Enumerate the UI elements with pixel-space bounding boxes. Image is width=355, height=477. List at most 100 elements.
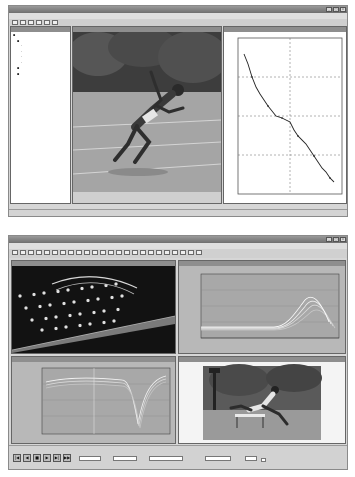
tree-item[interactable]: · bbox=[13, 61, 68, 67]
file-icon: · bbox=[21, 55, 23, 59]
toolbar-icon[interactable] bbox=[68, 250, 74, 255]
marker-dot bbox=[24, 306, 28, 310]
status-bar bbox=[9, 209, 347, 216]
marker-dot bbox=[66, 288, 70, 292]
toolbar-icon[interactable] bbox=[116, 250, 122, 255]
first-frame-button[interactable]: |◀ bbox=[13, 454, 21, 462]
marker-dot bbox=[42, 291, 46, 295]
marker-dot bbox=[48, 303, 52, 307]
close-icon[interactable]: × bbox=[340, 7, 346, 12]
speed-field[interactable] bbox=[149, 456, 183, 461]
marker-dot bbox=[104, 283, 108, 288]
hurdler-video-panel bbox=[178, 356, 346, 444]
marker-dot bbox=[120, 294, 124, 298]
folder-icon: ▪ bbox=[17, 66, 20, 70]
marker-dot bbox=[64, 325, 68, 329]
marker-dot bbox=[18, 294, 22, 298]
skeleton-3d-panel bbox=[11, 260, 176, 354]
minimize-icon[interactable]: _ bbox=[326, 237, 332, 242]
toolbar-icon[interactable] bbox=[156, 250, 162, 255]
range-field[interactable] bbox=[205, 456, 231, 461]
toolbar-icon[interactable] bbox=[172, 250, 178, 255]
tree-item[interactable]: · bbox=[13, 50, 68, 56]
toolbar-icon[interactable] bbox=[28, 20, 34, 25]
marker-dot bbox=[54, 326, 58, 331]
toolbar-icon[interactable] bbox=[196, 250, 202, 255]
tree-item[interactable]: ▪ bbox=[13, 72, 68, 78]
toolbar-icon[interactable] bbox=[132, 250, 138, 255]
toolbar-icon[interactable] bbox=[100, 250, 106, 255]
toolbar-icon[interactable] bbox=[76, 250, 82, 255]
toolbar-icon[interactable] bbox=[92, 250, 98, 255]
toolbar-icon[interactable] bbox=[20, 20, 26, 25]
marker-dot bbox=[112, 319, 116, 323]
toolbar-icon[interactable] bbox=[44, 20, 50, 25]
window-controls: _ □ × bbox=[326, 237, 346, 242]
project-tree: ▪ ▪ · · · · ▪ ▪ bbox=[11, 32, 70, 78]
toolbar-icon[interactable] bbox=[12, 20, 18, 25]
menu-bar bbox=[9, 13, 347, 19]
panel-title bbox=[11, 27, 70, 32]
stop-button[interactable]: ■ bbox=[33, 454, 41, 462]
skeleton-3d-view[interactable] bbox=[12, 266, 175, 353]
frame-field[interactable] bbox=[79, 456, 101, 461]
toolbar-icon[interactable] bbox=[36, 250, 42, 255]
kinematics-graph-bottom-panel bbox=[11, 356, 176, 444]
marker-dot bbox=[56, 289, 60, 294]
maximize-icon[interactable]: □ bbox=[333, 7, 339, 12]
marker-dot bbox=[86, 298, 90, 303]
marker-dot bbox=[38, 304, 42, 309]
toolbar-icon[interactable] bbox=[60, 250, 66, 255]
folder-icon: ▪ bbox=[17, 71, 20, 76]
toolbar-icon[interactable] bbox=[180, 250, 186, 255]
folder-icon: ▪ bbox=[17, 38, 20, 43]
marker-dot bbox=[62, 301, 66, 306]
play-button[interactable]: ▶ bbox=[43, 454, 51, 462]
loop-checkbox[interactable] bbox=[261, 458, 266, 462]
toolbar-icon[interactable] bbox=[124, 250, 130, 255]
step-forward-button[interactable]: ▶| bbox=[53, 454, 61, 462]
minimize-icon[interactable]: _ bbox=[326, 7, 332, 12]
toolbar-icon[interactable] bbox=[44, 250, 50, 255]
speed-graph[interactable] bbox=[224, 32, 346, 202]
marker-dot bbox=[114, 282, 118, 286]
kinematics-graph-top-panel bbox=[178, 260, 346, 354]
maximize-icon[interactable]: □ bbox=[333, 237, 339, 242]
step-back-button[interactable]: ◀ bbox=[23, 454, 31, 462]
toolbar-icon[interactable] bbox=[36, 20, 42, 25]
tree-item[interactable]: · bbox=[13, 55, 68, 61]
zoom-field[interactable] bbox=[245, 456, 257, 461]
marker-dot bbox=[102, 309, 106, 313]
toolbar-icon[interactable] bbox=[52, 250, 58, 255]
title-bar: _ □ × bbox=[9, 6, 347, 13]
toolbar-icon[interactable] bbox=[188, 250, 194, 255]
project-tree-panel: ▪ ▪ · · · · ▪ ▪ bbox=[10, 26, 71, 204]
marker-dot bbox=[72, 300, 76, 304]
toolbar-icon[interactable] bbox=[28, 250, 34, 255]
toolbar-icon[interactable] bbox=[20, 250, 26, 255]
kinematics-graph-top[interactable] bbox=[179, 266, 345, 353]
toolbar-icon[interactable] bbox=[164, 250, 170, 255]
tree-item[interactable]: · bbox=[13, 44, 68, 50]
toolbar-icon[interactable] bbox=[148, 250, 154, 255]
time-field[interactable] bbox=[113, 456, 137, 461]
toolbar-icon[interactable] bbox=[84, 250, 90, 255]
tree-item[interactable]: ▪ bbox=[13, 39, 68, 45]
hurdler-video-frame[interactable] bbox=[179, 362, 345, 443]
toolbar-icon[interactable] bbox=[108, 250, 114, 255]
last-frame-button[interactable]: ▶▶ bbox=[63, 454, 71, 462]
toolbar-icon[interactable] bbox=[140, 250, 146, 255]
panel-title bbox=[12, 261, 175, 266]
kinematics-graph-bottom[interactable] bbox=[12, 362, 175, 443]
tree-item[interactable]: ▪ bbox=[13, 33, 68, 39]
tree-item[interactable]: ▪ bbox=[13, 66, 68, 72]
close-icon[interactable]: × bbox=[340, 237, 346, 242]
toolbar-icon[interactable] bbox=[12, 250, 18, 255]
toolbar-icon[interactable] bbox=[52, 20, 58, 25]
marker-dot bbox=[30, 318, 34, 322]
marker-dot bbox=[40, 328, 44, 332]
marker-dot bbox=[102, 320, 106, 325]
sprinter-video-frame[interactable] bbox=[73, 32, 221, 192]
sprint-analysis-window: _ □ × ▪ ▪ · · · · ▪ ▪ bbox=[8, 5, 348, 217]
speed-graph-panel bbox=[223, 26, 347, 204]
